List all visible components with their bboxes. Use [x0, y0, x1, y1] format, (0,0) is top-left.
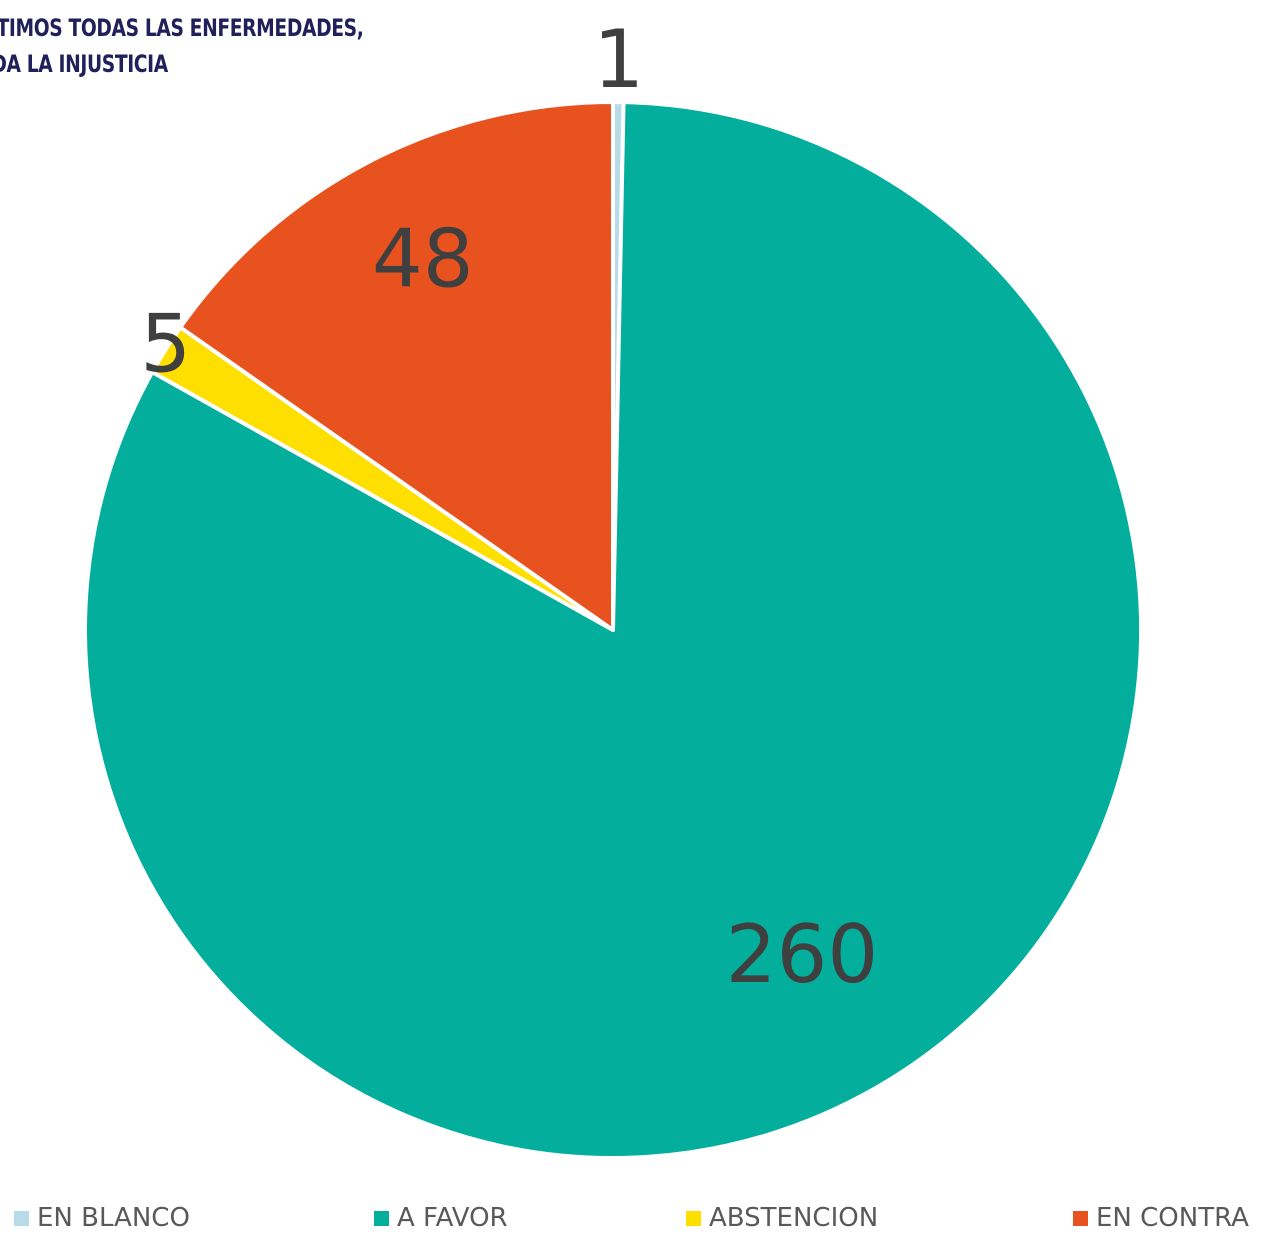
pie-slice-en-contra — [178, 100, 615, 632]
legend-item-abstencion: ABSTENCION — [686, 1203, 878, 1233]
legend-swatch-abstencion — [686, 1210, 701, 1226]
chart-legend: EN BLANCO A FAVOR ABSTENCION EN CONTRA — [0, 1203, 1278, 1237]
data-label-abstencion: 5 — [140, 297, 191, 390]
data-label-a-favor: 260 — [726, 908, 879, 1001]
pie-plot-area: 1 260 5 48 — [83, 13, 1143, 1160]
legend-label-a-favor: A FAVOR — [397, 1203, 508, 1233]
legend-swatch-a-favor — [374, 1210, 389, 1226]
legend-swatch-en-blanco — [14, 1210, 29, 1226]
chart-title-line-1: BATIMOS TODAS LAS ENFERMEDADES, — [0, 14, 364, 42]
data-label-en-contra: 48 — [372, 213, 474, 306]
chart-title-line-2: UIDA LA INJUSTICIA — [0, 50, 168, 78]
legend-label-abstencion: ABSTENCION — [709, 1203, 879, 1233]
legend-item-en-contra: EN CONTRA — [1073, 1203, 1249, 1233]
legend-swatch-en-contra — [1073, 1210, 1088, 1226]
legend-label-en-contra: EN CONTRA — [1096, 1203, 1249, 1233]
pie-data-labels: 1 260 5 48 — [140, 13, 878, 1001]
legend-label-en-blanco: EN BLANCO — [37, 1203, 190, 1233]
legend-item-en-blanco: EN BLANCO — [14, 1203, 190, 1233]
pie-slices — [83, 100, 1143, 1160]
legend-item-a-favor: A FAVOR — [374, 1203, 508, 1233]
data-label-en-blanco: 1 — [593, 13, 644, 106]
